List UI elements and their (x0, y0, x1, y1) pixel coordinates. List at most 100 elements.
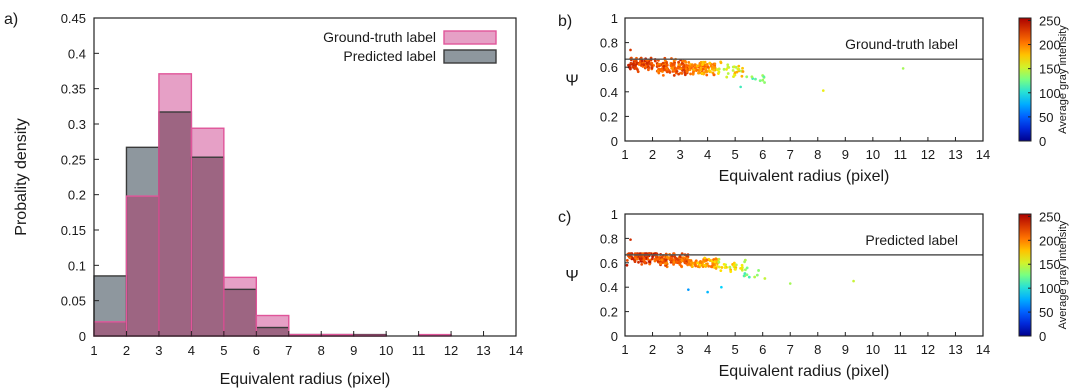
scatter-point (719, 61, 723, 65)
scatter-point (758, 79, 762, 83)
scatter-point (711, 65, 715, 69)
scatter-point (725, 67, 728, 71)
x-tick-label: 12 (921, 147, 935, 162)
scatter-point (728, 265, 732, 269)
scatter-point (683, 73, 687, 77)
y-axis-label: Probality density (13, 118, 30, 235)
scatter-point (761, 78, 765, 82)
colorbar-label: Average gray intensity (1057, 220, 1069, 329)
x-tick-label: 3 (676, 342, 683, 357)
scatter-point (713, 62, 717, 66)
scatter-point (693, 63, 697, 67)
x-tick-label: 3 (155, 343, 162, 358)
scatter-point (742, 274, 746, 278)
scatter-point (704, 67, 708, 70)
x-tick-label: 10 (379, 343, 393, 358)
scatter-point (687, 288, 690, 291)
scatter-point (757, 269, 760, 272)
scatter-point (684, 63, 688, 67)
scatter-point (672, 74, 676, 77)
scatter-point (636, 70, 640, 74)
scatter-point (664, 258, 668, 262)
scatter-point (697, 71, 700, 75)
scatter-point (640, 59, 644, 63)
x-tick-label: 2 (123, 343, 130, 358)
histogram-overlap-bar (126, 196, 159, 336)
y-axis-label: Ψ (565, 268, 578, 285)
scatter-point (696, 265, 700, 268)
ground-truth-bar (418, 334, 452, 336)
scatter-point (682, 65, 685, 69)
scatter-point (689, 72, 692, 76)
x-tick-label: 4 (704, 342, 711, 357)
histogram-overlap-bar (158, 111, 192, 336)
plot-frame (93, 17, 517, 337)
scatter-point (629, 238, 632, 241)
scatter-point (707, 264, 711, 268)
panel-label: c) (558, 209, 571, 226)
scatter-point (673, 255, 677, 258)
scatter-point (680, 71, 684, 75)
scatter-point (788, 282, 792, 285)
scatter-point (706, 65, 710, 69)
x-tick-label: 1 (621, 147, 628, 162)
panel-title: Ground-truth label (845, 36, 958, 52)
histogram-overlap-bar (288, 334, 322, 336)
scatter-point (712, 73, 716, 77)
scatter-panel-predicted: 1 2 3 4 5 6 7 8 9 10 11 12 13 1400.20.40.60.81Equival… (558, 207, 1069, 380)
scatter-point (677, 60, 681, 64)
x-tick-label: 6 (253, 343, 260, 358)
x-tick-label: 7 (787, 342, 794, 357)
x-tick-label: 12 (921, 342, 935, 357)
x-tick-label: 1 (90, 343, 97, 358)
scatter-point (703, 256, 707, 260)
x-tick-label: 9 (842, 147, 849, 162)
y-tick-label: 0.6 (600, 256, 618, 271)
y-tick-label: 0.4 (600, 280, 618, 295)
scatter-point (680, 61, 684, 65)
y-tick-label: 1 (611, 207, 618, 222)
scatter-point (733, 73, 737, 77)
scatter-point (713, 260, 717, 264)
scatter-point (672, 258, 676, 262)
scatter-point (747, 275, 751, 279)
scatter-point (637, 63, 641, 66)
x-tick-label: 6 (759, 342, 766, 357)
scatter-point (687, 262, 691, 266)
scatter-point (625, 263, 629, 267)
scatter-point (705, 73, 709, 77)
x-tick-label: 8 (318, 343, 325, 358)
colorbar-tick-label: 0 (1039, 134, 1046, 149)
scatter-point (645, 61, 649, 65)
scatter-point (725, 75, 729, 79)
scatter-point (720, 285, 723, 289)
scatter-point (821, 89, 825, 92)
x-tick-label: 14 (976, 342, 990, 357)
scatter-point (650, 64, 654, 68)
scatter-point (672, 260, 676, 264)
histogram-overlap-bar (321, 334, 354, 336)
scatter-point (732, 261, 736, 265)
scatter-point (629, 61, 633, 65)
scatter-point (695, 68, 699, 72)
y-tick-label: 0.35 (61, 82, 86, 97)
scatter-point (693, 263, 697, 267)
y-tick-label: 0.4 (68, 46, 86, 61)
y-tick-label: 0 (611, 134, 618, 149)
x-tick-label: 14 (976, 147, 990, 162)
scatter-point (647, 68, 650, 72)
panel-label: b) (558, 13, 572, 30)
scatter-point (684, 60, 688, 64)
scatter-point (679, 67, 682, 71)
colorbar-tick-label: 200 (1039, 233, 1061, 248)
scatter-point (633, 66, 637, 70)
x-tick-label: 3 (676, 147, 683, 162)
x-tick-label: 12 (444, 343, 458, 358)
scatter-point (643, 260, 647, 264)
scatter-point (664, 64, 668, 68)
x-axis-label: Equivalent radius (pixel) (719, 363, 890, 380)
x-tick-label: 8 (814, 147, 821, 162)
y-tick-label: 0.4 (600, 85, 618, 100)
y-tick-label: 0.8 (600, 36, 618, 51)
